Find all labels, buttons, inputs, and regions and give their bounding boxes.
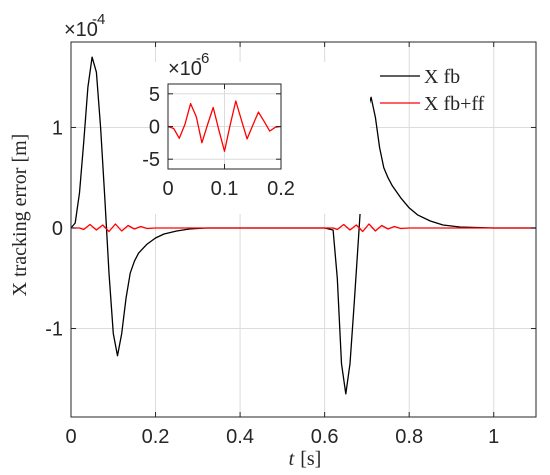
inset-x-tick-label: 0: [162, 178, 173, 200]
main-x-tick-label: 0.4: [226, 426, 254, 448]
main-series-line-x-fb-ff: [71, 223, 536, 233]
main-ticks: 0 0.2 0.4 0.6 0.8 1 -1 0 1: [45, 42, 536, 448]
y-exponent-power: -4: [92, 11, 105, 28]
inset-series-line: [167, 100, 282, 152]
inset-y-tick-label: -5: [142, 149, 160, 171]
y-exponent-base: ×10: [64, 19, 98, 41]
main-x-tick-label: 0.8: [395, 426, 423, 448]
main-x-tick-label: 0: [65, 426, 76, 448]
main-x-tick-label: 1: [488, 426, 499, 448]
main-y-tick-label: -1: [45, 319, 63, 341]
main-y-tick-label: 1: [52, 117, 63, 139]
legend-label-fb: X fb: [424, 66, 460, 88]
main-x-tick-label: 0.2: [142, 426, 170, 448]
inset-series-line-x-fb-ff: [167, 100, 282, 152]
legend: X fb X fb+ff: [380, 66, 485, 115]
inset-background: [150, 62, 370, 214]
main-axes-box: [70, 41, 537, 418]
x-axis-variable: t: [289, 448, 295, 470]
inset-y-exponent-power: -6: [196, 50, 209, 67]
inset-y-tick-label: 5: [149, 84, 160, 106]
inset-ticks: 0 0.1 0.2-505: [142, 84, 295, 200]
inset-y-tick-label: 0: [149, 117, 160, 139]
main-x-tick-label: 0.6: [311, 426, 339, 448]
main-series-lines: [70, 56, 536, 395]
x-axis-label: t [s]: [289, 448, 322, 470]
legend-label-fbff: X fb+ff: [424, 93, 485, 115]
main-y-tick-label: 0: [52, 218, 63, 240]
inset-x-tick-label: 0.1: [211, 178, 239, 200]
x-axis-unit: [s]: [300, 448, 321, 470]
y-axis-label: X tracking error [m]: [9, 134, 31, 297]
inset-y-exponent-base: ×10: [168, 58, 202, 80]
inset-x-tick-label: 0.2: [267, 178, 295, 200]
